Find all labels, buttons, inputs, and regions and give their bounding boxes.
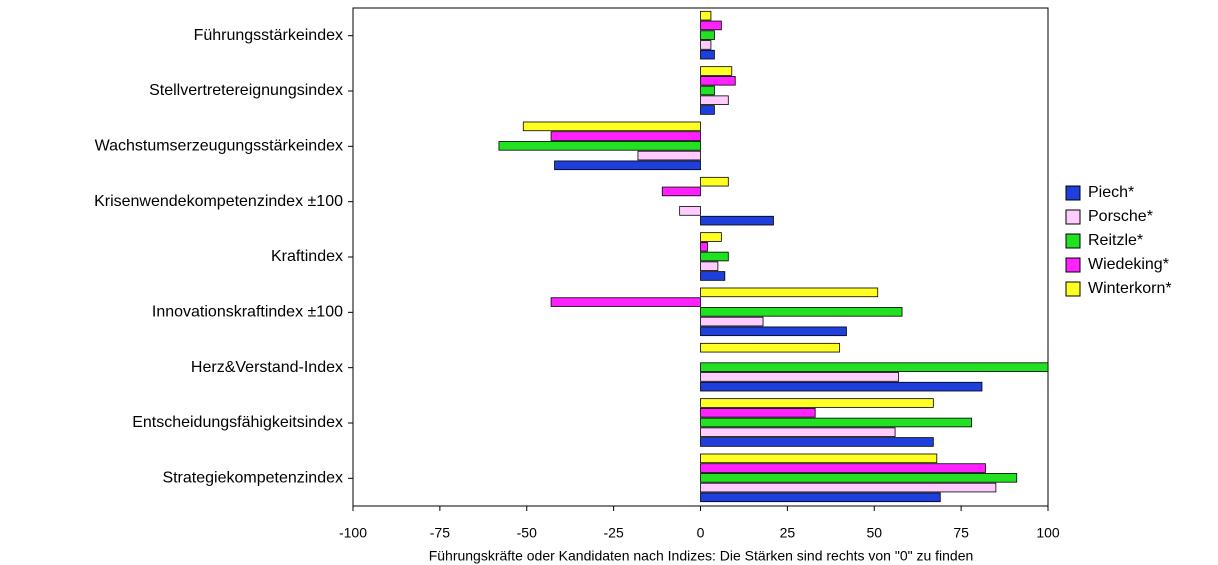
bar [700,66,733,76]
x-tick-label: 25 [780,525,796,541]
bar [700,362,1049,372]
y-tick-label: Stellvertretereignungsindex [149,82,343,99]
bar [700,482,997,493]
x-tick-label: 0 [697,525,705,541]
x-tick-label: -25 [604,525,624,541]
bar [700,492,941,503]
legend-swatch [1065,233,1081,249]
bar [700,427,896,438]
bar [700,407,816,418]
bar [700,398,934,408]
bar [550,297,701,307]
bar [700,342,840,353]
bar [637,150,701,161]
bar [700,232,722,242]
bar [700,372,899,382]
y-tick-label: Wachstumserzeugungsstärkeindex [95,138,343,155]
legend-label: Reitzle* [1088,232,1143,249]
legend-label: Winterkorn* [1088,280,1172,297]
bar [700,326,847,337]
x-tick-label: 50 [866,525,882,541]
bar [700,95,729,106]
bar [700,417,972,428]
bar [700,287,879,298]
y-tick-label: Entscheidungsfähigkeitsindex [132,414,343,431]
bar [700,241,708,252]
legend-swatch [1065,281,1081,297]
bar [700,463,986,473]
y-tick-label: Herz&Verstand-Index [191,359,343,376]
bar [700,215,774,226]
x-tick-label: 100 [1036,525,1060,541]
legend-swatch [1065,185,1081,201]
bar [700,49,715,60]
bar [700,473,1018,483]
bar [700,251,729,262]
y-tick-label: Führungsstärkeindex [194,27,343,44]
legend-swatch [1065,209,1081,225]
x-tick-label: -75 [430,525,450,541]
bar [661,186,701,197]
bar [522,121,701,132]
bar [550,131,701,141]
y-tick-label: Innovationskraftindex ±100 [152,304,343,321]
bar [554,160,701,171]
bar [700,105,715,115]
bar [679,206,701,216]
bar [700,40,712,50]
legend-swatch [1065,257,1081,273]
y-tick-label: Strategiekompetenzindex [162,470,343,487]
x-tick-label: 75 [953,525,969,541]
bar [700,261,719,272]
bar [700,453,938,464]
bar [700,85,715,96]
bar [700,316,764,327]
bar [700,437,934,447]
bar [700,20,722,31]
bar [700,10,712,21]
legend-label: Wiedeking* [1088,256,1169,273]
bar [700,381,983,392]
bar [700,307,903,317]
bar [700,176,729,187]
legend-label: Piech* [1088,184,1134,201]
x-tick-label: -100 [339,525,367,541]
bar [700,271,726,281]
bar [700,75,736,86]
x-tick-label: -50 [517,525,537,541]
legend-label: Porsche* [1088,208,1153,225]
y-tick-label: Kraftindex [271,248,343,265]
y-tick-label: Krisenwendekompetenzindex ±100 [94,193,343,210]
bar [498,141,701,151]
bar [700,30,715,40]
x-axis-label: Führungskräfte oder Kandidaten nach Indi… [429,548,974,564]
